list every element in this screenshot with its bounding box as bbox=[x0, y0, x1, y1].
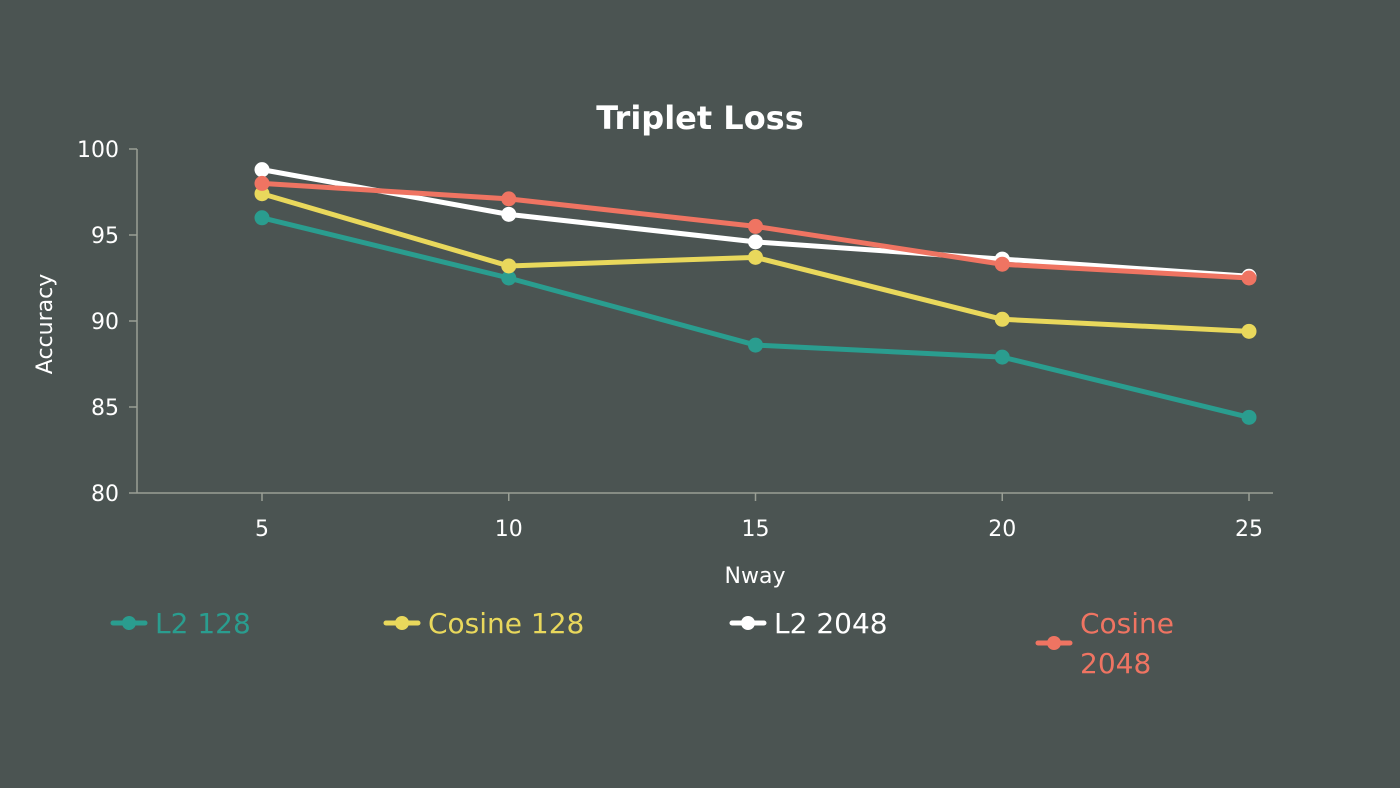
legend-label-l2-2048: L2 2048 bbox=[774, 607, 888, 640]
data-point-l2-2048 bbox=[748, 234, 763, 250]
data-point-l2-128 bbox=[501, 270, 517, 286]
legend-item-l2-2048: L2 2048 bbox=[729, 607, 888, 640]
legend-label-cosine-128: Cosine 128 bbox=[428, 607, 584, 640]
x-tick-label: 10 bbox=[495, 517, 523, 542]
x-axis-ticks: 5 10 15 20 25 bbox=[255, 493, 1263, 542]
chart-title: Triplet Loss bbox=[596, 99, 804, 137]
legend-label-l2-128: L2 128 bbox=[155, 607, 251, 640]
data-point-cosine-2048 bbox=[501, 191, 517, 207]
data-point-cosine-128 bbox=[1241, 323, 1257, 339]
y-axis-label: Accuracy bbox=[33, 274, 58, 374]
y-axis-ticks: 80 85 90 95 100 bbox=[77, 138, 137, 507]
series-cosine-128 bbox=[254, 186, 1257, 339]
legend-marker-l2-128 bbox=[122, 616, 136, 630]
series-l2-128 bbox=[254, 210, 1257, 425]
data-point-cosine-2048 bbox=[994, 256, 1010, 272]
data-point-cosine-128 bbox=[748, 249, 763, 265]
y-tick-label: 80 bbox=[91, 482, 119, 507]
legend-item-cosine-128: Cosine 128 bbox=[383, 607, 584, 640]
data-point-l2-128 bbox=[748, 337, 763, 353]
data-point-cosine-128 bbox=[254, 186, 270, 202]
legend-marker-l2-2048 bbox=[741, 616, 755, 630]
data-point-cosine-2048 bbox=[748, 218, 763, 234]
legend-marker-cosine-2048 bbox=[1047, 636, 1061, 650]
series-cosine-2048 bbox=[254, 175, 1257, 286]
data-point-l2-128 bbox=[254, 210, 270, 226]
data-point-cosine-2048 bbox=[254, 175, 270, 191]
data-point-l2-128 bbox=[994, 349, 1010, 365]
series-layer bbox=[254, 162, 1257, 425]
x-tick-label: 25 bbox=[1235, 517, 1263, 542]
data-point-cosine-128 bbox=[994, 311, 1010, 327]
y-tick-label: 100 bbox=[77, 138, 119, 163]
axes bbox=[136, 149, 1273, 494]
x-tick-label: 15 bbox=[742, 517, 770, 542]
legend-item-cosine-2048: Cosine 2048 bbox=[1035, 607, 1174, 680]
data-point-l2-2048 bbox=[254, 162, 270, 178]
x-tick-label: 20 bbox=[988, 517, 1016, 542]
data-point-l2-128 bbox=[1241, 409, 1257, 425]
x-axis-label: Nway bbox=[725, 564, 786, 589]
y-tick-label: 90 bbox=[91, 310, 119, 335]
data-point-cosine-2048 bbox=[1241, 270, 1257, 286]
legend: L2 128 Cosine 128 L2 2048 Cosine 2048 bbox=[110, 607, 1174, 680]
data-point-l2-2048 bbox=[501, 206, 517, 222]
y-tick-label: 85 bbox=[91, 396, 119, 421]
legend-item-l2-128: L2 128 bbox=[110, 607, 251, 640]
x-tick-label: 5 bbox=[255, 517, 269, 542]
legend-marker-cosine-128 bbox=[395, 616, 409, 630]
y-tick-label: 95 bbox=[91, 224, 119, 249]
data-point-cosine-128 bbox=[501, 258, 517, 274]
legend-label-cosine-2048: Cosine 2048 bbox=[1080, 607, 1174, 680]
